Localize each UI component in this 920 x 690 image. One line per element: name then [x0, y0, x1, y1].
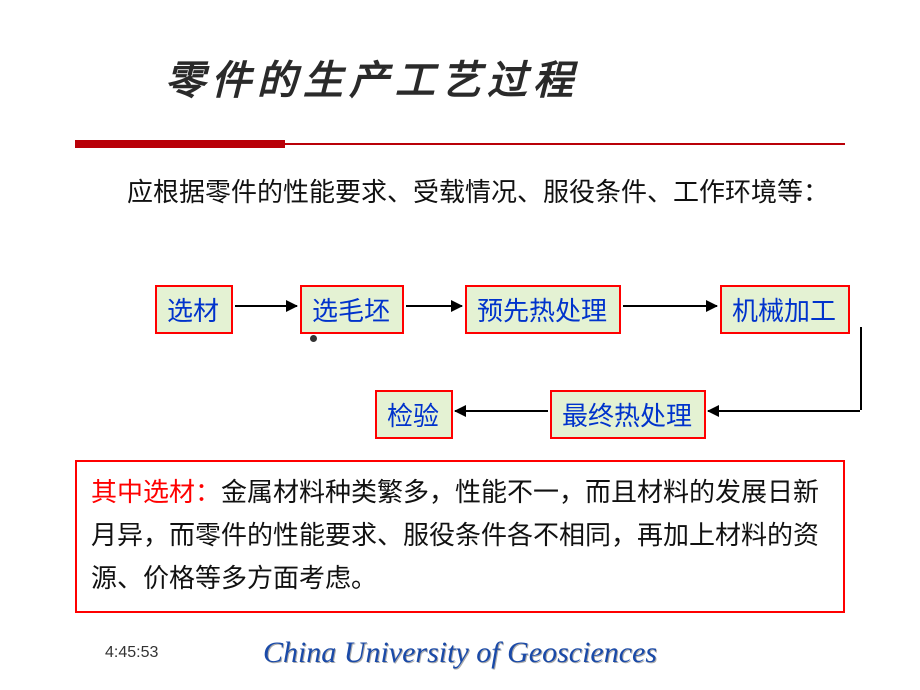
flow-edge [406, 305, 462, 307]
divider [75, 140, 845, 148]
flow-edge [623, 305, 717, 307]
flow-edge [455, 410, 548, 412]
flow-node-n1: 选材 [155, 285, 233, 334]
intro-text: 应根据零件的性能要求、受载情况、服役条件、工作环境等： [75, 170, 845, 217]
note-box: 其中选材：金属材料种类繁多，性能不一，而且材料的发展日新月异，而零件的性能要求、… [75, 460, 845, 613]
flow-node-n5: 最终热处理 [550, 390, 706, 439]
note-label: 其中选材： [91, 478, 221, 507]
footer-text: China University of Geosciences [0, 636, 920, 670]
slide-title: 零件的生产工艺过程 [165, 48, 579, 106]
flow-node-n6: 检验 [375, 390, 453, 439]
flow-node-n4: 机械加工 [720, 285, 850, 334]
flow-edge [235, 305, 297, 307]
flowchart: 选材 选毛坯 预先热处理 机械加工最终热处理 检验 [75, 285, 880, 465]
flow-node-n2: 选毛坯 [300, 285, 404, 334]
flow-edge-elbow-h [708, 410, 860, 412]
center-dot [310, 335, 317, 342]
flow-edge-elbow-v [860, 327, 862, 410]
flow-node-n3: 预先热处理 [465, 285, 621, 334]
